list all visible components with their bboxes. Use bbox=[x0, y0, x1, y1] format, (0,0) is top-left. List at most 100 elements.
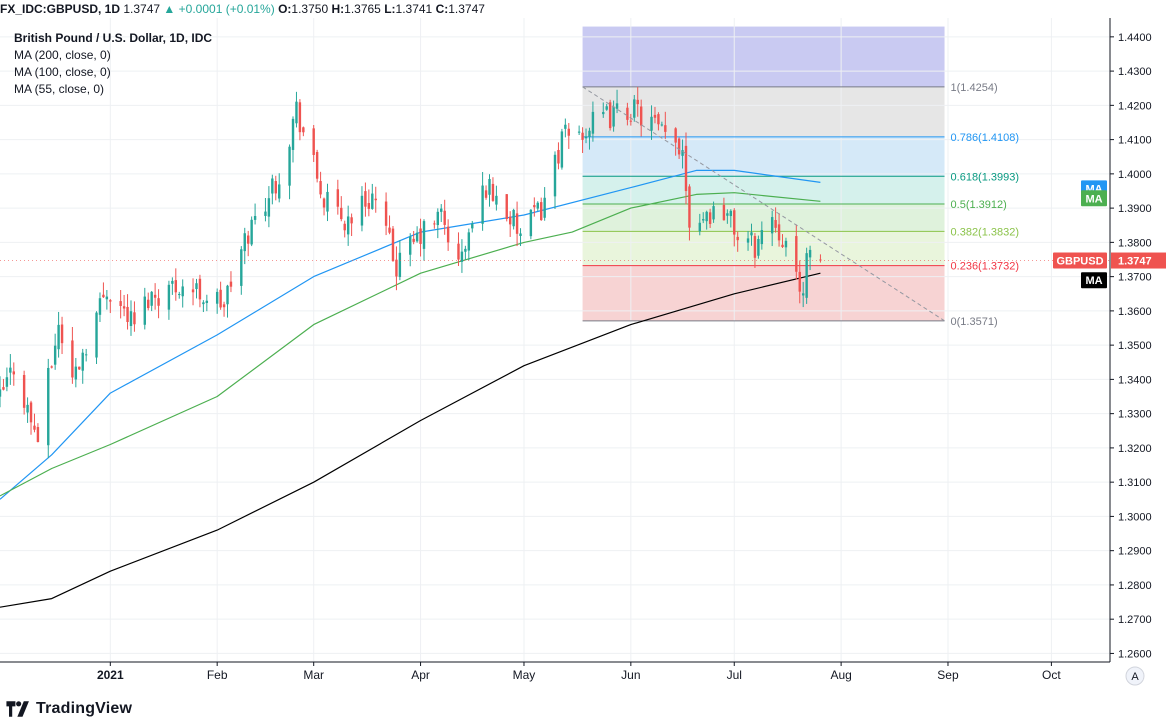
candle-body bbox=[488, 178, 491, 195]
scale-mode-button[interactable] bbox=[1125, 666, 1145, 686]
candle-body bbox=[712, 206, 715, 220]
fib-level-label: 0.786(1.4108) bbox=[951, 132, 1020, 144]
candle-body bbox=[805, 253, 808, 298]
candle-body bbox=[22, 374, 26, 408]
candle-body bbox=[384, 201, 388, 226]
candle-body bbox=[157, 298, 160, 306]
candle-body bbox=[543, 197, 546, 218]
fib-band bbox=[582, 265, 945, 321]
ma55-badge-bg bbox=[1081, 190, 1107, 207]
candle-body bbox=[467, 232, 471, 251]
candle-body bbox=[653, 114, 657, 118]
candle-body bbox=[171, 280, 174, 284]
candle-body bbox=[795, 236, 798, 272]
candle-body bbox=[409, 236, 412, 255]
ma55-badge-text: MA bbox=[1085, 193, 1102, 205]
candle-body bbox=[278, 184, 281, 199]
candle-body bbox=[808, 249, 812, 258]
candle-body bbox=[529, 209, 533, 237]
symbol-header: FX_IDC:GBPUSD, 1D 1.3747 ▲ +0.0001 (+0.0… bbox=[0, 0, 1166, 18]
candle-body bbox=[726, 213, 729, 216]
candle-body bbox=[312, 128, 315, 155]
candle-body bbox=[191, 289, 195, 293]
scale-mode-label: A bbox=[1131, 671, 1139, 683]
footer-branding[interactable]: TradingView bbox=[6, 697, 132, 721]
open-value: 1.3750 bbox=[291, 2, 329, 16]
candle-body bbox=[602, 111, 605, 115]
x-tick-label: Jul bbox=[727, 668, 742, 682]
legend-ma200[interactable]: MA (200, close, 0) bbox=[14, 48, 111, 62]
legend-ma55[interactable]: MA (55, close, 0) bbox=[14, 82, 105, 96]
candle-body bbox=[608, 102, 612, 129]
y-tick-label: 1.3900 bbox=[1118, 203, 1152, 215]
candle-body bbox=[677, 138, 681, 155]
ma-line bbox=[0, 192, 821, 497]
candle-body bbox=[150, 291, 153, 306]
legend-ma100[interactable]: MA (100, close, 0) bbox=[14, 65, 111, 79]
candle-body bbox=[350, 217, 353, 224]
candle-body bbox=[729, 210, 733, 217]
high-label: H: bbox=[331, 2, 345, 16]
candles bbox=[0, 87, 822, 459]
low-label: L: bbox=[384, 2, 396, 16]
candle-body bbox=[515, 213, 519, 234]
candle-body bbox=[133, 312, 136, 325]
candle-body bbox=[60, 324, 64, 344]
candle-body bbox=[639, 106, 643, 126]
candle-body bbox=[660, 124, 664, 126]
y-tick-label: 1.4400 bbox=[1118, 32, 1152, 44]
candle-body bbox=[484, 190, 488, 198]
candle-body bbox=[198, 278, 202, 300]
candle-body bbox=[440, 208, 443, 212]
y-tick-label: 1.4000 bbox=[1118, 169, 1152, 181]
candle-body bbox=[536, 202, 539, 209]
candle-body bbox=[9, 367, 12, 373]
candle-body bbox=[50, 366, 53, 368]
candle-body bbox=[395, 259, 398, 277]
candle-body bbox=[315, 152, 319, 179]
brand-name: TradingView bbox=[36, 700, 133, 717]
candle-body bbox=[398, 252, 402, 277]
x-tick-label: Feb bbox=[207, 668, 228, 682]
candle-body bbox=[295, 101, 298, 124]
candle-body bbox=[167, 284, 171, 310]
candle-body bbox=[584, 136, 588, 139]
price-change: +0.0001 (+0.01%) bbox=[178, 2, 275, 16]
candle-body bbox=[298, 102, 302, 133]
candle-body bbox=[364, 191, 367, 207]
candle-body bbox=[419, 228, 422, 244]
y-tick-label: 1.3000 bbox=[1118, 511, 1152, 523]
y-tick-label: 1.3800 bbox=[1118, 237, 1152, 249]
candle-body bbox=[446, 226, 450, 243]
candle-body bbox=[781, 244, 784, 247]
candle-body bbox=[78, 366, 81, 370]
candle-body bbox=[753, 236, 757, 258]
candle-body bbox=[533, 205, 536, 208]
candle-body bbox=[53, 345, 57, 365]
chart-legend: British Pound / U.S. Dollar, 1D, IDC MA … bbox=[14, 30, 212, 98]
candle-body bbox=[481, 185, 484, 224]
candle-body bbox=[433, 223, 436, 225]
candle-body bbox=[626, 107, 629, 120]
candle-body bbox=[436, 211, 440, 226]
grid-lines bbox=[0, 18, 1110, 662]
candle-body bbox=[471, 223, 474, 229]
candle-body bbox=[688, 186, 691, 228]
candle-body bbox=[422, 221, 426, 249]
y-tick-label: 1.2800 bbox=[1118, 580, 1152, 592]
x-tick-label: May bbox=[513, 668, 536, 682]
candle-body bbox=[684, 145, 688, 192]
candle-body bbox=[274, 181, 277, 194]
candle-body bbox=[302, 127, 305, 133]
fib-level-label: 0.5(1.3912) bbox=[951, 199, 1007, 211]
y-tick-label: 1.2700 bbox=[1118, 614, 1152, 626]
candle-body bbox=[722, 204, 726, 221]
x-tick-label: Jun bbox=[621, 668, 640, 682]
candle-body bbox=[581, 132, 584, 140]
tradingview-logo-icon bbox=[6, 701, 29, 717]
candle-body bbox=[733, 210, 736, 235]
candle-body bbox=[271, 178, 274, 194]
fib-upper-band bbox=[582, 26, 945, 87]
